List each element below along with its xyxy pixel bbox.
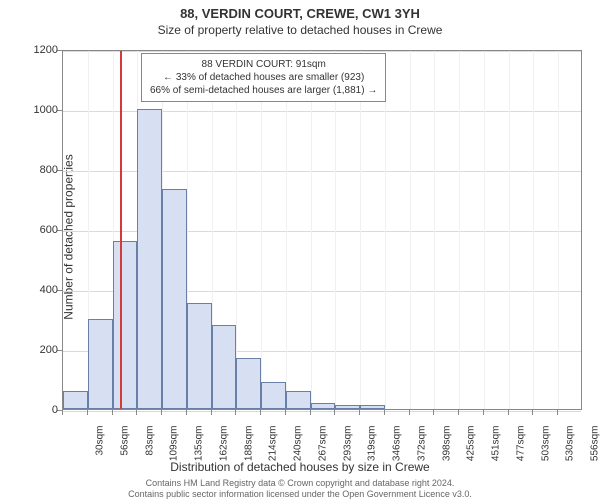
histogram-bar	[63, 391, 88, 409]
reference-marker-line	[120, 51, 122, 409]
xtick-mark	[483, 410, 484, 415]
grid-v	[533, 51, 534, 409]
xtick-mark	[260, 410, 261, 415]
histogram-bar	[236, 358, 261, 409]
grid-v	[286, 51, 287, 409]
histogram-bar	[113, 241, 138, 409]
grid-v	[434, 51, 435, 409]
xtick-mark	[557, 410, 558, 415]
ytick-label: 1200	[18, 44, 58, 56]
histogram-bar	[286, 391, 311, 409]
grid-v	[558, 51, 559, 409]
xtick-mark	[334, 410, 335, 415]
xtick-mark	[211, 410, 212, 415]
grid-v	[484, 51, 485, 409]
xtick-mark	[508, 410, 509, 415]
ytick-label: 1000	[18, 104, 58, 116]
xtick-mark	[136, 410, 137, 415]
grid-v	[410, 51, 411, 409]
ytick-label: 600	[18, 224, 58, 236]
grid-v	[261, 51, 262, 409]
histogram-bar	[187, 303, 212, 410]
histogram-bar	[335, 405, 360, 410]
xtick-mark	[458, 410, 459, 415]
annotation-line-2: ← 33% of detached houses are smaller (92…	[163, 72, 364, 83]
xtick-mark	[161, 410, 162, 415]
histogram-bar	[311, 403, 336, 409]
x-axis-label: Distribution of detached houses by size …	[0, 460, 600, 474]
xtick-mark	[62, 410, 63, 415]
histogram-bar	[137, 109, 162, 409]
histogram-bar	[360, 405, 385, 409]
chart-container: 88, VERDIN COURT, CREWE, CW1 3YH Size of…	[0, 0, 600, 500]
histogram-bar	[88, 319, 113, 409]
grid-v	[236, 51, 237, 409]
plot-area: 88 VERDIN COURT: 91sqm ← 33% of detached …	[62, 50, 582, 410]
xtick-mark	[359, 410, 360, 415]
chart-title: 88, VERDIN COURT, CREWE, CW1 3YH	[0, 0, 600, 21]
grid-h	[63, 51, 581, 52]
xtick-mark	[532, 410, 533, 415]
ytick-label: 400	[18, 284, 58, 296]
footer-attribution: Contains HM Land Registry data © Crown c…	[10, 478, 590, 500]
ytick-label: 200	[18, 344, 58, 356]
histogram-bar	[261, 382, 286, 409]
grid-v	[335, 51, 336, 409]
histogram-bar	[212, 325, 237, 409]
grid-v	[360, 51, 361, 409]
grid-v	[385, 51, 386, 409]
annotation-box: 88 VERDIN COURT: 91sqm ← 33% of detached …	[141, 53, 386, 102]
grid-v	[311, 51, 312, 409]
grid-h	[63, 411, 581, 412]
grid-v	[459, 51, 460, 409]
xtick-mark	[112, 410, 113, 415]
xtick-mark	[87, 410, 88, 415]
xtick-mark	[285, 410, 286, 415]
xtick-mark	[433, 410, 434, 415]
xtick-mark	[235, 410, 236, 415]
annotation-line-1: 88 VERDIN COURT: 91sqm	[202, 59, 326, 70]
footer-line-1: Contains HM Land Registry data © Crown c…	[146, 478, 455, 488]
ytick-label: 0	[18, 404, 58, 416]
annotation-line-3: 66% of semi-detached houses are larger (…	[150, 85, 377, 96]
xtick-mark	[186, 410, 187, 415]
xtick-mark	[409, 410, 410, 415]
grid-v	[509, 51, 510, 409]
chart-subtitle: Size of property relative to detached ho…	[0, 21, 600, 37]
footer-line-2: Contains public sector information licen…	[128, 489, 472, 499]
xtick-mark	[384, 410, 385, 415]
histogram-bar	[162, 189, 187, 410]
xtick-mark	[310, 410, 311, 415]
ytick-label: 800	[18, 164, 58, 176]
